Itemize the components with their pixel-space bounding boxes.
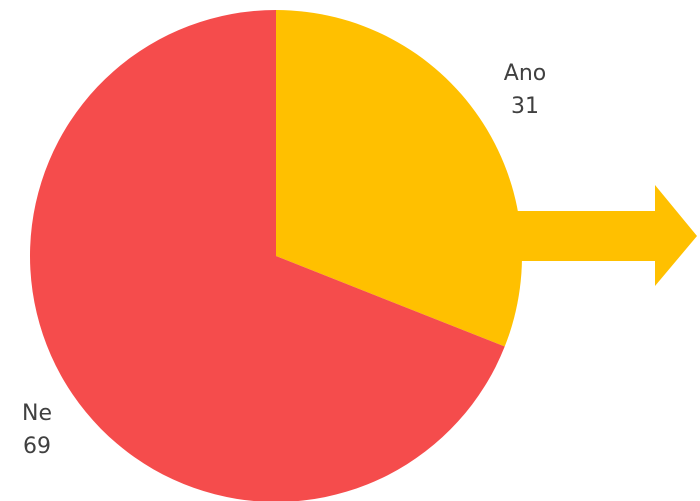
slice-label-ano: Ano <box>504 61 546 86</box>
slice-value-ano: 31 <box>511 94 539 119</box>
pie-slices <box>30 10 522 501</box>
slice-label-ne: Ne <box>22 401 52 426</box>
arrow-annotation <box>517 185 697 286</box>
pie-slice-ne <box>30 10 505 501</box>
pie-slice-ano <box>276 10 522 347</box>
slice-value-ne: 69 <box>23 434 51 459</box>
pie-labels: Ano 31 Ne 69 <box>22 61 546 459</box>
